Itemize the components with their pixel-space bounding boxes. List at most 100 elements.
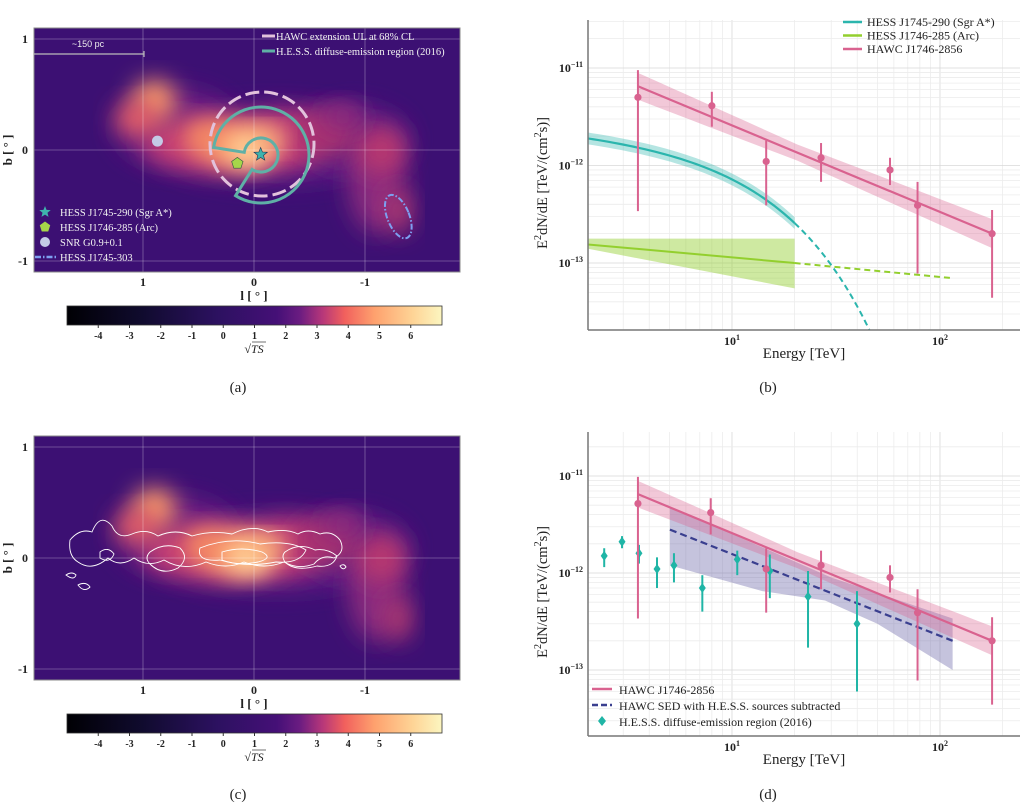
- arc-model-line: [588, 243, 795, 264]
- y-tick-label: 1: [22, 32, 28, 46]
- x-tick-label: 102: [932, 739, 948, 754]
- y-tick-label: -1: [18, 662, 28, 676]
- emission-region: [115, 510, 160, 544]
- significance-contour: [282, 546, 338, 569]
- y-tick-base: 10: [559, 61, 571, 75]
- plot-area: [588, 432, 1020, 736]
- hawc-point: [762, 157, 770, 166]
- y-axis-label-part: 2: [533, 132, 544, 137]
- y-tick-base: 10: [558, 159, 570, 173]
- hawc-model-line: [637, 85, 993, 235]
- emission-region: [384, 188, 412, 234]
- x-tick-label: 1: [140, 275, 146, 289]
- y-tick-label: 10−11: [559, 60, 583, 75]
- legend-label: HAWC J1746-2856: [867, 42, 962, 56]
- legend-star-icon: [39, 206, 51, 217]
- ts-map-image: [34, 28, 460, 272]
- panel-label-b: (b): [759, 380, 777, 396]
- colorbar-tick-label: 2: [283, 739, 288, 750]
- colorbar-tick-label: 4: [346, 331, 351, 342]
- hawc-point: [634, 93, 642, 101]
- sgr-a-star-extrapolation-line: [793, 222, 871, 330]
- y-axis-label-part: s)]: [535, 117, 551, 132]
- hawc-model-line: [637, 493, 993, 642]
- legend-label: HESS J1745-303: [60, 253, 133, 264]
- legend-label: HESS J1746-285 (Arc): [60, 223, 158, 234]
- hawc-point: [988, 637, 996, 645]
- hess-diffuse-point: [698, 583, 706, 594]
- significance-contour: [221, 548, 268, 565]
- colorbar-tick-label: 0: [221, 331, 226, 342]
- x-tick-label: 0: [251, 683, 257, 697]
- hawc-extension-ul-circle: [208, 90, 316, 198]
- y-tick-label: 10−13: [558, 255, 583, 270]
- emission-region: [320, 103, 365, 131]
- colorbar-tick-label: -2: [157, 739, 165, 750]
- colorbar-tick-label: -3: [125, 331, 133, 342]
- colorbar-tick-label: 5: [377, 739, 382, 750]
- legend-diamond-icon: [598, 716, 606, 726]
- sgr-a-star-model-line: [588, 137, 796, 224]
- hawc-point: [817, 561, 825, 569]
- colorbar-tick-label: 2: [283, 331, 288, 342]
- y-tick-label: 1: [22, 440, 28, 454]
- colorbar-tick-label: 3: [315, 331, 320, 342]
- colorbar-tick-label: 0: [221, 739, 226, 750]
- plot-area: [588, 20, 1020, 330]
- y-tick-exponent: −12: [570, 565, 583, 574]
- panel-label-a: (a): [230, 380, 247, 396]
- x-tick-base: 10: [724, 740, 736, 754]
- colorbar-label: √TS: [244, 750, 263, 764]
- hawc-point: [762, 565, 770, 573]
- hawc-point: [708, 102, 716, 110]
- significance-contour: [69, 519, 343, 567]
- hawc-point: [886, 573, 894, 582]
- y-tick-base: 10: [558, 566, 570, 580]
- hawc-subtracted-uncertainty-band: [669, 506, 953, 670]
- y-axis-label-part: dN/dE [TeV/(cm: [535, 137, 551, 235]
- colorbar-tick-label: -2: [157, 331, 165, 342]
- x-tick-exponent: 1: [736, 739, 740, 748]
- y-axis-label-part: s)]: [535, 526, 551, 541]
- colorbar-tick-label: -4: [94, 739, 102, 750]
- hawc-point: [886, 166, 894, 174]
- y-axis-label: b [ ° ]: [0, 135, 15, 166]
- x-tick-label: -1: [360, 683, 370, 697]
- scale-bar-label: ~150 pc: [72, 39, 105, 49]
- significance-contour: [65, 572, 77, 579]
- colorbar-tick-label: 6: [408, 739, 413, 750]
- y-axis-label-part: 2: [533, 644, 544, 649]
- legend-label: HESS J1745-290 (Sgr A*): [867, 15, 995, 29]
- x-tick-base: 10: [932, 334, 944, 348]
- y-tick-label: 0: [22, 143, 28, 157]
- map-frame: [33, 435, 461, 681]
- snr-g09-circle-marker: [151, 135, 163, 147]
- hess-diffuse-point: [618, 536, 626, 547]
- hawc-point: [988, 230, 996, 238]
- arc-uncertainty-band: [588, 238, 795, 289]
- y-tick-exponent: −13: [570, 662, 583, 671]
- arc-pentagon-marker: [231, 156, 244, 169]
- legend-label: SNR G0.9+0.1: [60, 238, 123, 249]
- colorbar-tick-label: 3: [315, 739, 320, 750]
- x-tick-label: -1: [360, 275, 370, 289]
- x-axis-label: Energy [TeV]: [763, 752, 845, 768]
- y-tick-exponent: −12: [570, 158, 583, 167]
- hess-diffuse-point: [670, 560, 678, 571]
- y-tick-base: 10: [559, 469, 571, 483]
- colorbar: [66, 305, 443, 326]
- colorbar-tick-label: -3: [125, 739, 133, 750]
- emission-region: [357, 125, 407, 175]
- hawc-subtracted-model-line: [669, 528, 954, 642]
- y-tick-label: 0: [22, 551, 28, 565]
- y-axis-label-part: 2: [533, 541, 544, 546]
- hess-diffuse-point: [853, 618, 861, 629]
- arc-extrapolation-line: [794, 262, 952, 280]
- x-tick-label: 1: [140, 683, 146, 697]
- x-tick-label: 102: [932, 333, 948, 348]
- y-tick-exponent: −11: [571, 60, 583, 69]
- y-axis-label: E2dN/dE [TeV/(cm2s)]: [533, 526, 551, 658]
